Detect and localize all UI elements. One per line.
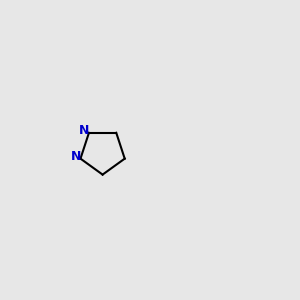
Text: N: N <box>79 124 89 137</box>
Text: N: N <box>71 150 81 163</box>
